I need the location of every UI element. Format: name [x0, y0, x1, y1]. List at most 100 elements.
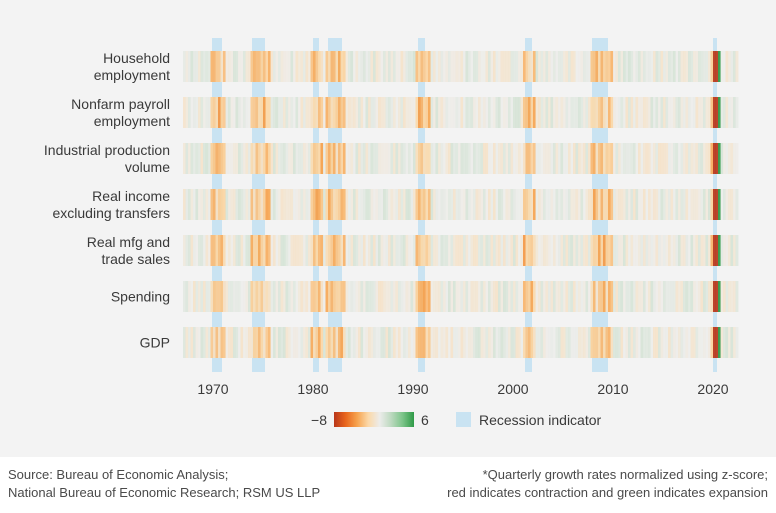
heatmap-cell: [238, 97, 241, 128]
heatmap-cell: [398, 97, 401, 128]
heatmap-cell: [498, 281, 501, 312]
heatmap-cell: [543, 281, 546, 312]
heatmap-cell: [348, 51, 351, 82]
heatmap-cell: [528, 51, 531, 82]
heatmap-cell: [663, 327, 666, 358]
heatmap-cell: [423, 327, 426, 358]
heatmap-cell: [365, 143, 369, 174]
heatmap-cell: [565, 327, 569, 358]
heatmap-cell: [355, 327, 359, 358]
heatmap-cell: [243, 281, 246, 312]
heatmap-cell: [540, 97, 544, 128]
heatmap-cell: [685, 189, 689, 220]
heatmap-cell: [603, 143, 606, 174]
heatmap-cell: [430, 51, 434, 82]
heatmap-cell: [538, 51, 541, 82]
heatmap-cell: [183, 189, 186, 220]
heatmap-cell: [283, 327, 286, 358]
heatmap-cell: [653, 327, 656, 358]
heatmap-cell: [665, 235, 669, 266]
heatmap-cell: [440, 327, 444, 358]
heatmap-cell: [683, 189, 686, 220]
heatmap-cell: [335, 327, 339, 358]
heatmap-cell: [615, 51, 619, 82]
heatmap-cell: [578, 235, 581, 266]
heatmap-cell: [490, 143, 494, 174]
heatmap-cell: [258, 51, 261, 82]
heatmap-cell: [213, 235, 216, 266]
heatmap-cell: [588, 235, 591, 266]
heatmap-cell: [343, 327, 346, 358]
heatmap-cell: [575, 97, 579, 128]
heatmap-cell: [373, 51, 376, 82]
heatmap-cell: [570, 97, 574, 128]
heatmap-cell: [218, 51, 221, 82]
heatmap-cell: [398, 327, 401, 358]
heatmap-cell: [375, 327, 379, 358]
heatmap-cell: [425, 51, 429, 82]
heatmap-cell: [200, 327, 204, 358]
heatmap-cell: [618, 235, 621, 266]
heatmap-cell: [380, 51, 384, 82]
heatmap-cell: [685, 327, 689, 358]
heatmap-cell: [540, 51, 544, 82]
heatmap-cell: [695, 189, 699, 220]
heatmap-cell: [518, 281, 521, 312]
heatmap-cell: [378, 143, 381, 174]
heatmap-cell: [538, 235, 541, 266]
heatmap-cell: [548, 327, 551, 358]
row-label: GDP: [140, 335, 170, 351]
heatmap-cell: [450, 281, 454, 312]
heatmap-cell: [700, 143, 704, 174]
heatmap-cell: [495, 327, 499, 358]
heatmap-cell: [370, 51, 374, 82]
heatmap-cell: [513, 97, 516, 128]
heatmap-cell: [723, 235, 726, 266]
heatmap-cell: [488, 281, 491, 312]
heatmap-cell: [595, 51, 599, 82]
heatmap-cell: [410, 51, 414, 82]
heatmap-cell: [413, 189, 416, 220]
heatmap-cell: [198, 189, 201, 220]
heatmap-cell: [420, 327, 424, 358]
heatmap-cell: [475, 327, 479, 358]
heatmap-cell: [623, 281, 626, 312]
heatmap-cell: [518, 51, 521, 82]
heatmap-cell: [213, 189, 216, 220]
heatmap-cell: [603, 327, 606, 358]
heatmap-cell: [485, 51, 489, 82]
heatmap-cell: [228, 189, 231, 220]
heatmap-cell: [215, 51, 219, 82]
heatmap-cell: [610, 327, 614, 358]
heatmap-cell: [693, 143, 696, 174]
heatmap-cell: [655, 281, 659, 312]
heatmap-cell: [508, 327, 511, 358]
heatmap-cell: [628, 327, 631, 358]
heatmap-cell: [335, 143, 339, 174]
x-tick-label: 2020: [697, 381, 728, 397]
heatmap-cell: [218, 281, 221, 312]
heatmap-cell: [648, 51, 651, 82]
heatmap-cell: [713, 189, 716, 220]
heatmap-cell: [650, 327, 654, 358]
heatmap-cell: [660, 143, 664, 174]
heatmap-cell: [513, 281, 516, 312]
heatmap-cell: [195, 281, 199, 312]
heatmap-cell: [185, 143, 189, 174]
heatmap-cell: [405, 51, 409, 82]
heatmap-cell: [595, 281, 599, 312]
heatmap-cell: [523, 51, 526, 82]
heatmap-cell: [410, 235, 414, 266]
heatmap-cell: [383, 327, 386, 358]
heatmap-cell: [480, 143, 484, 174]
heatmap-cell: [535, 281, 539, 312]
heatmap-cell: [558, 97, 561, 128]
heatmap-cell: [245, 51, 249, 82]
heatmap-cell: [568, 143, 571, 174]
heatmap-cell: [680, 235, 684, 266]
heatmap-cell: [468, 327, 471, 358]
heatmap-cell: [448, 97, 451, 128]
heatmap-cell: [320, 327, 324, 358]
heatmap-cell: [688, 189, 691, 220]
heatmap-cell: [420, 97, 424, 128]
